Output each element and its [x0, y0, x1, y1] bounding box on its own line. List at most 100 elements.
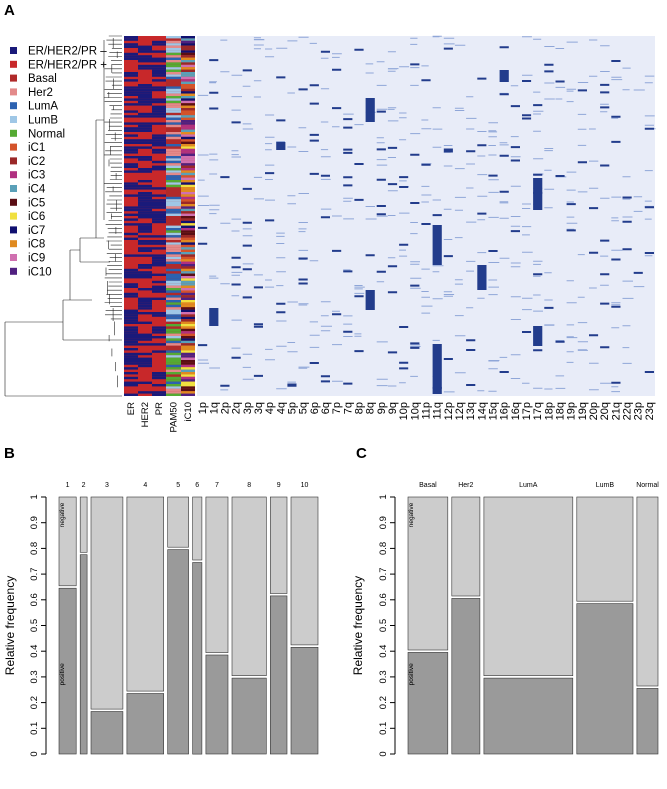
y-tick-label-8: 0.8	[29, 542, 40, 555]
bar-negative-9	[269, 496, 288, 594]
heatmap-block-8	[276, 142, 286, 150]
y-axis-title: Relative frequency	[351, 576, 365, 675]
legend-swatch-7	[10, 143, 17, 151]
legend-swatch-5	[10, 116, 17, 123]
series-label-positive: positive	[59, 663, 66, 685]
y-tick-label-7: 0.7	[378, 567, 389, 580]
heatmap-col-label-6: 4p	[264, 402, 276, 414]
category-label-6: 7	[215, 482, 219, 489]
bar-positive-Normal	[636, 688, 659, 755]
heatmap-col-label-38: 22q	[622, 402, 634, 420]
heatmap-col-label-20: 11p	[421, 402, 433, 420]
y-tick-label-10: 1	[29, 494, 40, 499]
annotation-label-0: ER	[126, 402, 137, 415]
legend-swatch-13	[10, 226, 17, 234]
heatmap-background	[197, 36, 655, 396]
series-label-negative: negative	[59, 502, 66, 527]
annotation-track-1	[138, 36, 152, 396]
bar-negative-Normal	[636, 496, 659, 687]
legend-swatch-9	[10, 171, 17, 179]
series-label-positive: positive	[408, 663, 415, 685]
bar-negative-LumB	[576, 496, 634, 602]
category-label-0: 1	[66, 482, 70, 489]
legend-label-13: iC7	[28, 225, 45, 237]
bar-positive-10	[290, 646, 319, 755]
heatmap-col-label-26: 15q	[488, 402, 500, 420]
bar-positive-3	[90, 711, 124, 755]
legend-swatch-12	[10, 212, 17, 220]
y-tick-label-7: 0.7	[29, 567, 40, 580]
heatmap-col-label-16: 9p	[376, 402, 388, 414]
heatmap-col-label-30: 17q	[532, 402, 544, 420]
heatmap-block-4	[432, 225, 442, 265]
heatmap-block-6	[533, 178, 543, 210]
bar-positive-2	[79, 554, 88, 755]
heatmap-col-label-17: 9q	[387, 402, 399, 414]
legend-label-9: iC3	[28, 170, 45, 182]
legend-label-2: Basal	[28, 73, 57, 85]
bar-positive-LumA	[483, 677, 574, 755]
heatmap-block-0	[209, 308, 219, 326]
heatmap-col-label-11: 6q	[320, 402, 332, 414]
heatmap-col-label-36: 20q	[599, 402, 611, 420]
annotation-tracks	[124, 36, 195, 396]
y-tick-label-5: 0.5	[378, 619, 389, 632]
legend-swatch-10	[10, 185, 17, 192]
bar-positive-6	[192, 562, 203, 755]
bar-negative-6	[192, 496, 203, 561]
heatmap-col-label-22: 12p	[443, 402, 455, 420]
legend-swatch-8	[10, 157, 17, 165]
legend-label-0: ER/HER2/PR –	[28, 46, 107, 58]
bar-negative-3	[90, 496, 124, 710]
y-tick-label-4: 0.4	[378, 645, 389, 658]
legend-label-8: iC2	[28, 156, 45, 168]
y-tick-label-1: 0.1	[378, 722, 389, 735]
y-tick-label-1: 0.1	[29, 722, 40, 735]
heatmap-col-label-13: 7q	[342, 402, 354, 414]
heatmap-marks	[198, 46, 654, 389]
annotation-track-2	[152, 36, 166, 396]
legend-label-10: iC4	[28, 184, 46, 196]
legend-label-7: iC1	[28, 142, 45, 154]
heatmap-col-label-33: 19p	[566, 402, 578, 420]
heatmap-col-label-15: 8q	[365, 402, 377, 414]
heatmap-col-label-2: 2p	[219, 402, 231, 414]
heatmap-block-3	[432, 344, 442, 394]
y-tick-label-6: 0.6	[378, 593, 389, 606]
legend-label-6: Normal	[28, 128, 65, 140]
bar-positive-4	[126, 693, 165, 755]
heatmap-col-label-5: 3q	[253, 402, 265, 414]
legend-label-1: ER/HER2/PR +	[28, 59, 107, 71]
legend-label-3: Her2	[28, 87, 53, 99]
legend-swatch-4	[10, 102, 17, 110]
heatmap-col-label-24: 13q	[465, 402, 477, 420]
bar-negative-4	[126, 496, 165, 692]
category-label-7: 8	[247, 482, 251, 489]
heatmap-col-label-35: 20p	[588, 402, 600, 420]
y-tick-label-0: 0	[378, 751, 389, 756]
category-label-1: 2	[82, 482, 86, 489]
annotation-label-1: HER2	[140, 402, 151, 427]
annotation-label-2: PR	[154, 402, 165, 415]
mosaic-plot-b: 0 0.1 0.2 0.3 0.4 0.5 0.6 0.7 0.8 0.9 1 Relative fr…	[3, 482, 319, 757]
panel-label-a: A	[4, 2, 15, 19]
heatmap-col-label-32: 18q	[555, 402, 567, 420]
heatmap-block-1	[365, 98, 375, 122]
heatmap-block-5	[477, 265, 487, 290]
heatmap-col-label-14: 8p	[354, 402, 366, 414]
heatmap-col-label-8: 5p	[287, 402, 299, 414]
heatmap-column-labels: 1p 1q 2p 2q 3p 3q 4p 4q 5p 5q 6p 6q 7p 7q 8p 8q 9p 9q 10p 1…	[197, 402, 656, 420]
heatmap-col-label-18: 10p	[398, 402, 410, 420]
heatmap-col-label-12: 7p	[331, 402, 343, 414]
bar-positive-Basal	[407, 652, 449, 755]
dendrogram-branches	[4, 35, 122, 397]
category-label-3: LumB	[596, 482, 615, 489]
bar-negative-5	[167, 496, 189, 548]
heatmap-col-label-31: 18p	[543, 402, 555, 420]
heatmap-col-label-4: 3p	[242, 402, 254, 414]
heatmap-col-label-25: 14q	[476, 402, 488, 420]
dendrogram	[4, 35, 122, 397]
y-tick-label-10: 1	[378, 494, 389, 499]
category-label-0: Basal	[419, 482, 437, 489]
legend-swatch-2	[10, 74, 17, 82]
